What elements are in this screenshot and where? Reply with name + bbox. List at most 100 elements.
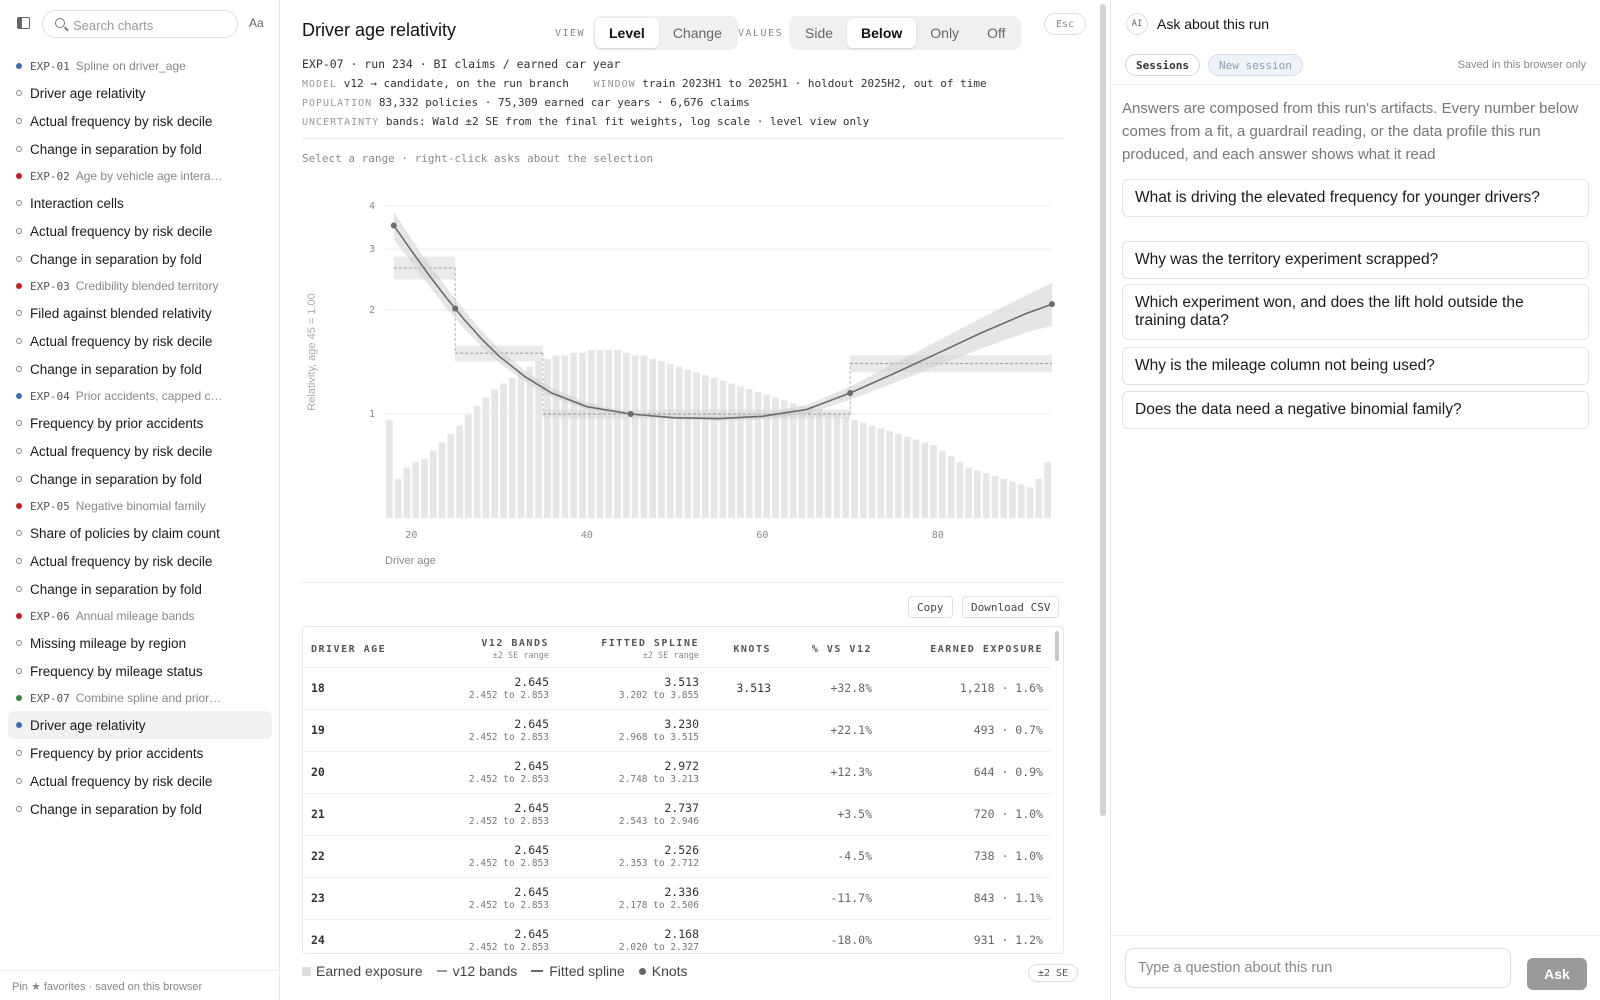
sidebar-toggle-icon[interactable] bbox=[17, 17, 30, 29]
sidebar-chart-item[interactable]: Missing mileage by region bbox=[8, 629, 272, 657]
experiment-header[interactable]: EXP-03 Credibility blended territory bbox=[8, 273, 272, 299]
col-earned-exposure[interactable]: EARNED EXPOSURE bbox=[880, 627, 1051, 668]
sidebar-chart-item[interactable]: Share of policies by claim count bbox=[8, 519, 272, 547]
sidebar-chart-item[interactable]: Driver age relativity bbox=[8, 711, 272, 739]
col-v12-bands[interactable]: V12 BANDS ±2 SE range bbox=[421, 627, 557, 668]
exposure-bar bbox=[552, 355, 560, 518]
suggested-question[interactable]: Why is the mileage column not being used… bbox=[1122, 347, 1589, 385]
population-line: POPULATION 83,332 policies · 75,309 earn… bbox=[302, 96, 750, 109]
legend-bands[interactable]: v12 bands bbox=[436, 963, 517, 979]
values-option-side[interactable]: Side bbox=[805, 25, 834, 41]
download-csv-button[interactable]: Download CSV bbox=[962, 596, 1060, 618]
sidebar-chart-item[interactable]: Frequency by mileage status bbox=[8, 657, 272, 685]
question-input[interactable] bbox=[1125, 948, 1511, 988]
experiment-header[interactable]: EXP-05 Negative binomial family bbox=[8, 493, 272, 519]
experiment-code: EXP-01 bbox=[30, 59, 70, 73]
table-row[interactable]: 23 2.645 2.452 to 2.853 2.336 2.178 to 2.506… bbox=[303, 877, 1051, 920]
cell-knot: 3.513 bbox=[707, 667, 779, 710]
status-dot bbox=[16, 503, 22, 509]
experiment-header[interactable]: EXP-07 Combine spline and prior ac... bbox=[8, 685, 272, 711]
chart-item-label: Frequency by mileage status bbox=[30, 663, 203, 679]
experiment-code: EXP-07 bbox=[30, 691, 70, 705]
table-row[interactable]: 21 2.645 2.452 to 2.853 2.737 2.543 to 2.946… bbox=[303, 793, 1051, 836]
sidebar-chart-item[interactable]: Filed against blended relativity bbox=[8, 299, 272, 327]
cell-band: 2.645 2.452 to 2.853 bbox=[421, 793, 557, 836]
sidebar-chart-item[interactable]: Change in separation by fold bbox=[8, 135, 272, 163]
values-option-off[interactable]: Off bbox=[987, 25, 1006, 41]
sidebar-chart-item[interactable]: Frequency by prior accidents bbox=[8, 739, 272, 767]
table-row[interactable]: 19 2.645 2.452 to 2.853 3.230 2.968 to 3.515… bbox=[303, 709, 1051, 752]
sidebar-chart-item[interactable]: Change in separation by fold bbox=[8, 795, 272, 823]
se-toggle[interactable]: ±2 SE bbox=[1028, 964, 1078, 982]
values-option-below[interactable]: Below bbox=[847, 18, 917, 48]
sidebar-chart-item[interactable]: Frequency by prior accidents bbox=[8, 409, 272, 437]
new-session-button[interactable]: New session bbox=[1208, 54, 1303, 76]
chart-bullet bbox=[16, 750, 22, 756]
chart-item-label: Change in separation by fold bbox=[30, 471, 202, 487]
sidebar-chart-item[interactable]: Actual frequency by risk decile bbox=[8, 437, 272, 465]
chart-bullet bbox=[16, 310, 22, 316]
experiment-header[interactable]: EXP-04 Prior accidents, capped count bbox=[8, 383, 272, 409]
table-row[interactable]: 18 2.645 2.452 to 2.853 3.513 3.202 to 3.855… bbox=[303, 667, 1051, 710]
driver-age-chart[interactable]: 1 2 3 4 20 40 60 80 Driver age Relativity, age 45… bbox=[302, 190, 1064, 572]
chart-sidebar: Aa EXP-01 Spline on driver_age Driver age … bbox=[0, 0, 280, 1000]
chart-item-label: Change in separation by fold bbox=[30, 141, 202, 157]
chart-bullet bbox=[16, 806, 22, 812]
sidebar-chart-item[interactable]: Interaction cells bbox=[8, 189, 272, 217]
experiment-title: Age by vehicle age interaction bbox=[75, 169, 224, 183]
exposure-bar bbox=[912, 439, 920, 518]
legend-exposure[interactable]: Earned exposure bbox=[302, 963, 423, 979]
view-option-level[interactable]: Level bbox=[595, 18, 659, 48]
sidebar-chart-item[interactable]: Driver age relativity bbox=[8, 79, 272, 107]
experiment-code: EXP-06 bbox=[30, 609, 70, 623]
knot-point bbox=[1049, 301, 1055, 308]
sessions-button[interactable]: Sessions bbox=[1125, 54, 1200, 76]
experiment-list: EXP-01 Spline on driver_age Driver age rel… bbox=[8, 53, 272, 823]
suggested-question[interactable]: What is driving the elevated frequency f… bbox=[1122, 179, 1589, 217]
sidebar-chart-item[interactable]: Actual frequency by risk decile bbox=[8, 327, 272, 355]
col-pct-vs-v12[interactable]: % VS V12 bbox=[779, 627, 880, 668]
sidebar-chart-item[interactable]: Actual frequency by risk decile bbox=[8, 767, 272, 795]
view-toggle: Level Change bbox=[593, 16, 738, 50]
search-input[interactable] bbox=[73, 16, 233, 34]
main-scrollbar[interactable] bbox=[1100, 4, 1106, 816]
legend-knots[interactable]: Knots bbox=[638, 963, 688, 979]
experiment-group: EXP-03 Credibility blended territory Filed… bbox=[8, 273, 272, 383]
divider bbox=[1111, 935, 1600, 936]
exposure-bar bbox=[429, 450, 437, 518]
status-dot bbox=[16, 393, 22, 399]
suggested-question[interactable]: Why was the territory experiment scrappe… bbox=[1122, 241, 1589, 279]
sidebar-chart-item[interactable]: Actual frequency by risk decile bbox=[8, 107, 272, 135]
sidebar-chart-item[interactable]: Change in separation by fold bbox=[8, 355, 272, 383]
exposure-bar bbox=[561, 355, 569, 518]
font-size-toggle[interactable]: Aa bbox=[249, 16, 264, 30]
suggested-question[interactable]: Which experiment won, and does the lift … bbox=[1122, 284, 1589, 340]
col-driver-age[interactable]: DRIVER AGE bbox=[303, 627, 421, 668]
experiment-header[interactable]: EXP-06 Annual mileage bands bbox=[8, 603, 272, 629]
ask-button[interactable]: Ask bbox=[1527, 958, 1587, 990]
sidebar-chart-item[interactable]: Change in separation by fold bbox=[8, 245, 272, 273]
table-row[interactable]: 24 2.645 2.452 to 2.853 2.168 2.020 to 2.327… bbox=[303, 919, 1051, 953]
chart-bullet bbox=[16, 420, 22, 426]
sidebar-chart-item[interactable]: Change in separation by fold bbox=[8, 465, 272, 493]
table-scrollbar[interactable] bbox=[1055, 631, 1059, 661]
chart-bullet bbox=[16, 668, 22, 674]
sidebar-chart-item[interactable]: Actual frequency by risk decile bbox=[8, 547, 272, 575]
table-row[interactable]: 22 2.645 2.452 to 2.853 2.526 2.353 to 2.712… bbox=[303, 835, 1051, 878]
table-row[interactable]: 20 2.645 2.452 to 2.853 2.972 2.748 to 3.213… bbox=[303, 751, 1051, 794]
search-box[interactable] bbox=[42, 10, 238, 38]
sidebar-chart-item[interactable]: Change in separation by fold bbox=[8, 575, 272, 603]
values-option-only[interactable]: Only bbox=[930, 25, 960, 41]
view-option-change[interactable]: Change bbox=[672, 25, 722, 41]
exposure-bar bbox=[1026, 487, 1034, 518]
col-fitted-spline[interactable]: FITTED SPLINE ±2 SE range bbox=[557, 627, 707, 668]
esc-button[interactable]: Esc bbox=[1044, 13, 1086, 35]
sidebar-chart-item[interactable]: Actual frequency by risk decile bbox=[8, 217, 272, 245]
experiment-header[interactable]: EXP-01 Spline on driver_age bbox=[8, 53, 272, 79]
copy-button[interactable]: Copy bbox=[908, 596, 953, 618]
legend-spline[interactable]: Fitted spline bbox=[531, 963, 625, 979]
suggested-question[interactable]: Does the data need a negative binomial f… bbox=[1122, 391, 1589, 429]
col-knots[interactable]: KNOTS bbox=[707, 627, 779, 668]
experiment-header[interactable]: EXP-02 Age by vehicle age interaction bbox=[8, 163, 272, 189]
cell-age: 23 bbox=[303, 877, 421, 920]
